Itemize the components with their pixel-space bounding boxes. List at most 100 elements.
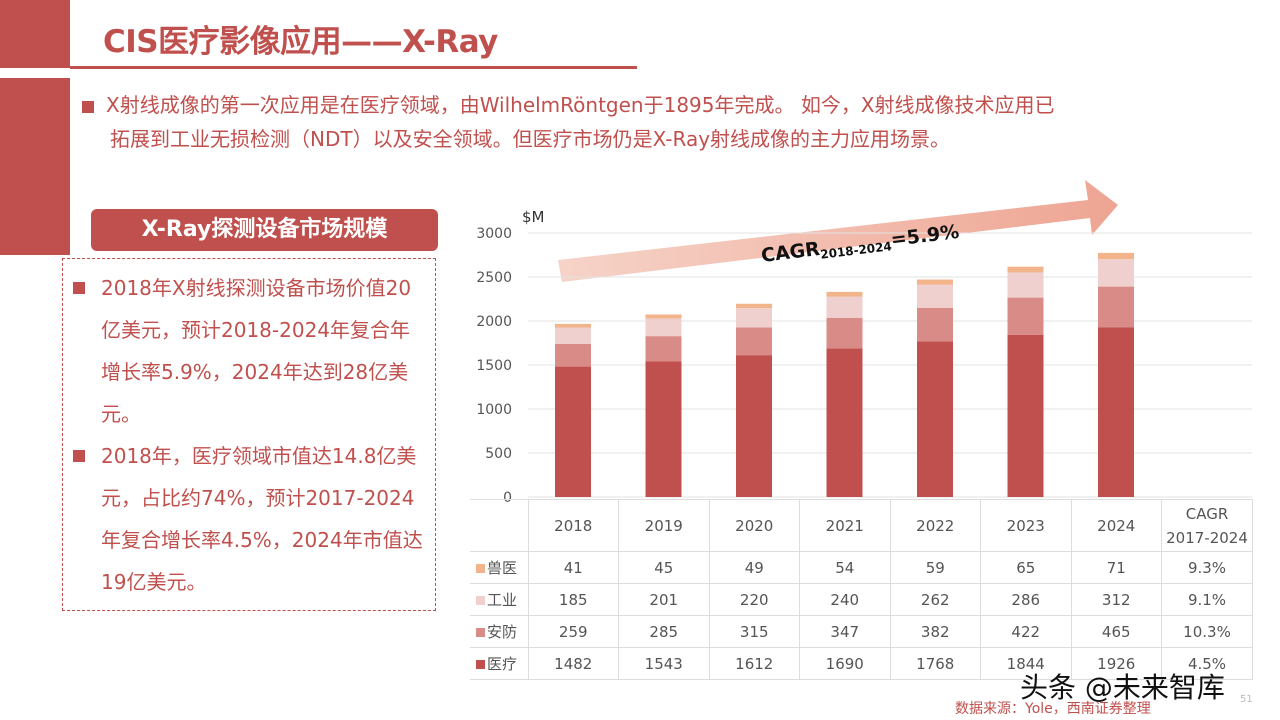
x-tick-label: 2024 (1070, 499, 1162, 552)
data-label: 41 (527, 551, 619, 584)
bar-2019-安防 (645, 336, 682, 362)
bar-2023-兽医 (1007, 266, 1044, 273)
data-label: 1543 (618, 647, 710, 680)
note-item: 2018年X射线探测设备市场价值20亿美元，预计2018-2024年复合年增长率… (73, 267, 427, 435)
cagr-value: 4.5% (1161, 647, 1253, 680)
data-label: 220 (708, 583, 800, 616)
legend-swatch (476, 564, 485, 573)
data-label: 315 (708, 615, 800, 648)
page-number: 51 (1240, 694, 1253, 705)
note-item: 2018年，医疗领域市值达14.8亿美元，占比约74%，预计2017-2024年… (73, 435, 427, 603)
data-label: 382 (889, 615, 981, 648)
y-tick-label: 1500 (476, 358, 512, 374)
bar-2018-兽医 (555, 323, 591, 328)
ylabel: $M (522, 208, 545, 226)
data-label: 71 (1070, 551, 1162, 584)
cagr-value: 10.3% (1161, 615, 1253, 648)
x-tick-label: 2020 (708, 499, 800, 552)
growth-arrow (558, 180, 1118, 282)
bar-2022-医疗 (917, 341, 953, 497)
bar-2018-安防 (555, 343, 591, 367)
data-label: 1612 (708, 647, 800, 680)
data-label: 465 (1070, 615, 1162, 648)
bar-2018-医疗 (555, 366, 591, 497)
section-heading: X-Ray探测设备市场规模 (91, 209, 438, 251)
bar-2020-兽医 (736, 303, 772, 309)
data-label: 422 (980, 615, 1072, 648)
title-accent-bar (0, 0, 70, 68)
legend-entry: 工业 (470, 583, 529, 616)
cagr-value: 9.3% (1161, 551, 1253, 584)
bar-2022-兽医 (917, 279, 953, 285)
data-label: 185 (527, 583, 619, 616)
data-label: 1690 (799, 647, 891, 680)
y-tick-label: 500 (485, 446, 512, 462)
data-label: 45 (618, 551, 710, 584)
table-row: 工业 185 201 220 240 262 286 312 9.1% (470, 583, 1253, 616)
bar-2022-安防 (917, 307, 953, 342)
y-tick-label: 1000 (476, 402, 512, 418)
x-tick-label: 2021 (799, 499, 891, 552)
source-note: 数据来源：Yole，西南证券整理 (955, 701, 1151, 717)
page-title: CIS医疗影像应用——X-Ray (103, 24, 498, 60)
intro-paragraph: X射线成像的第一次应用是在医疗领域，由WilhelmRöntgen于1895年完… (82, 88, 1252, 156)
data-label: 201 (618, 583, 710, 616)
bar-2020-医疗 (736, 355, 772, 497)
y-tick-label: 0 (503, 490, 512, 506)
bar-2024-医疗 (1098, 327, 1134, 497)
note-text: 2018年，医疗领域市值达14.8亿美元，占比约74%，预计2017-2024年… (101, 444, 423, 594)
data-label: 1926 (1070, 647, 1162, 680)
intro-line-2: 拓展到工业无损检测（NDT）以及安全领域。但医疗市场仍是X-Ray射线成像的主力… (110, 127, 951, 151)
x-tick-label: 2019 (618, 499, 710, 552)
bar-2020-工业 (736, 308, 772, 328)
bar-2022-工业 (917, 284, 953, 308)
bar-2019-工业 (645, 318, 682, 337)
data-label: 59 (889, 551, 981, 584)
side-accent-bar (0, 78, 70, 255)
data-label: 49 (708, 551, 800, 584)
table-row: 安防 259 285 315 347 382 422 465 10.3% (470, 615, 1253, 648)
data-label: 65 (980, 551, 1072, 584)
data-label: 240 (799, 583, 891, 616)
bar-2023-工业 (1007, 272, 1044, 298)
bullet-icon (82, 100, 94, 113)
bar-2024-安防 (1098, 286, 1134, 328)
data-label: 1844 (980, 647, 1072, 680)
legend-entry: 安防 (470, 615, 529, 648)
x-tick-label: 2018 (527, 499, 619, 552)
data-label: 54 (799, 551, 891, 584)
bar-2024-工业 (1098, 259, 1134, 287)
data-label: 259 (527, 615, 619, 648)
title-underline (70, 66, 637, 69)
data-label: 347 (799, 615, 891, 648)
bar-2019-医疗 (645, 361, 682, 497)
bar-2021-兽医 (826, 291, 863, 297)
legend-swatch (476, 596, 485, 605)
data-label: 262 (889, 583, 981, 616)
note-text: 2018年X射线探测设备市场价值20亿美元，预计2018-2024年复合年增长率… (101, 276, 412, 426)
bar-2021-工业 (826, 296, 863, 318)
table-corner (470, 499, 529, 552)
bar-2023-安防 (1007, 297, 1044, 335)
bar-2023-医疗 (1007, 334, 1044, 497)
legend-entry: 兽医 (470, 551, 529, 584)
legend-entry: 医疗 (470, 647, 529, 680)
data-label: 285 (618, 615, 710, 648)
bar-2021-医疗 (826, 348, 863, 497)
bar-2021-安防 (826, 317, 863, 349)
data-label: 1768 (889, 647, 981, 680)
y-tick-label: 2000 (476, 314, 512, 330)
table-row: 医疗 1482 1543 1612 1690 1768 1844 1926 4.5% (470, 647, 1253, 680)
bar-2018-工业 (555, 327, 591, 344)
data-label: 286 (980, 583, 1072, 616)
notes-box: 2018年X射线探测设备市场价值20亿美元，预计2018-2024年复合年增长率… (62, 258, 436, 611)
y-tick-label: 3000 (476, 226, 512, 242)
legend-swatch (476, 660, 485, 669)
data-table: 2018 2019 2020 2021 2022 2023 2024 CAGR 2017-202… (470, 499, 1253, 680)
cagr-value: 9.1% (1161, 583, 1253, 616)
data-label: 1482 (527, 647, 619, 680)
intro-line-1: X射线成像的第一次应用是在医疗领域，由WilhelmRöntgen于1895年完… (106, 93, 1055, 117)
bar-2024-兽医 (1098, 252, 1134, 260)
data-label: 312 (1070, 583, 1162, 616)
